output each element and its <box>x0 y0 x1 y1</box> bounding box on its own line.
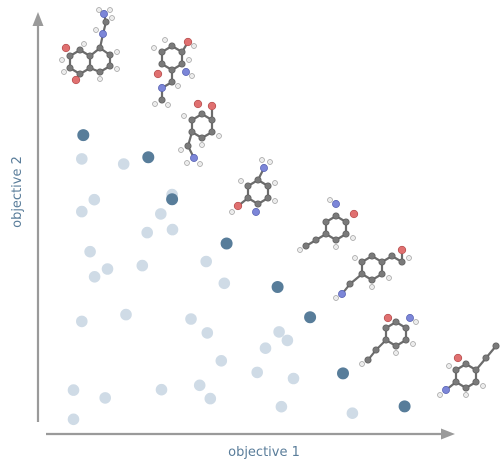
dominated-point <box>120 308 132 321</box>
dominated-point <box>84 245 96 258</box>
dominated-point <box>88 193 101 206</box>
dominated-point <box>204 392 217 405</box>
dominated-point <box>101 263 114 275</box>
pareto-point <box>304 311 317 324</box>
molecule-6 <box>333 245 412 301</box>
molecule-3 <box>178 99 222 167</box>
dominated-point <box>88 271 101 283</box>
dominated-point <box>155 208 167 220</box>
dominated-point <box>275 400 288 413</box>
molecule-2 <box>151 37 197 108</box>
dominated-point <box>76 315 88 328</box>
dominated-point <box>141 226 153 239</box>
dominated-point <box>99 392 111 404</box>
molecule-1 <box>59 7 120 85</box>
dominated-point <box>281 334 294 347</box>
dominated-point <box>193 379 206 392</box>
dominated-point <box>201 327 214 339</box>
dominated-point <box>67 384 80 396</box>
dominated-point <box>76 205 88 218</box>
dominated-point <box>287 372 300 385</box>
dominated-point <box>166 223 179 236</box>
dominated-point <box>67 413 80 426</box>
dominated-point <box>76 153 88 165</box>
pareto-point <box>77 129 90 142</box>
molecule-4 <box>229 157 278 216</box>
pareto-point <box>166 193 179 206</box>
dominated-point <box>200 255 212 268</box>
y-axis-label: objective 2 <box>10 156 25 228</box>
pareto-point <box>220 237 233 250</box>
pareto-point <box>142 151 155 164</box>
dominated-point <box>136 259 149 272</box>
y-axis-arrow-icon <box>32 12 44 26</box>
dominated-point <box>155 383 168 396</box>
dominated-point <box>218 277 231 290</box>
molecule-8 <box>437 342 500 398</box>
molecule-5 <box>297 197 359 253</box>
axes <box>32 12 455 440</box>
dominated-point <box>117 158 130 170</box>
molecule-layer <box>59 7 500 398</box>
x-axis-arrow-icon <box>441 428 455 440</box>
dominated-point <box>185 313 197 325</box>
pareto-point <box>398 400 411 413</box>
dominated-point <box>215 355 228 367</box>
dominated-point <box>251 366 263 379</box>
points-layer <box>67 129 411 426</box>
dominated-point <box>259 342 272 355</box>
molecule-7 <box>359 313 419 367</box>
pareto-point <box>271 281 284 293</box>
dominated-point <box>273 326 285 338</box>
dominated-point <box>346 407 359 420</box>
pareto-point <box>337 367 349 380</box>
x-axis-label: objective 1 <box>228 445 300 460</box>
